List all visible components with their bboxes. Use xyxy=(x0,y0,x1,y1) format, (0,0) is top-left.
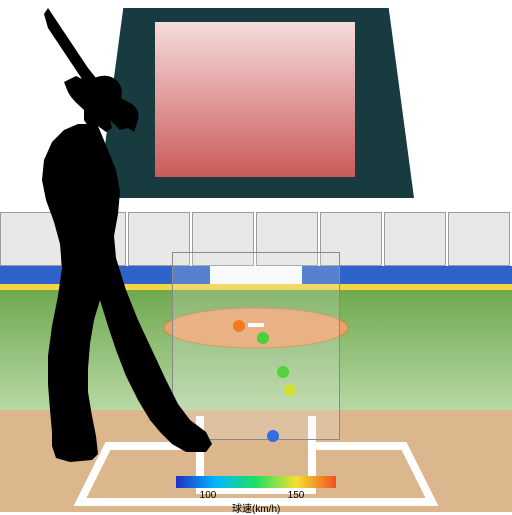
legend-tick: 100 xyxy=(200,490,217,501)
legend-ticks: 100 150 xyxy=(0,0,512,512)
legend-label: 球速(km/h) xyxy=(232,500,280,515)
legend-tick: 150 xyxy=(288,490,305,501)
